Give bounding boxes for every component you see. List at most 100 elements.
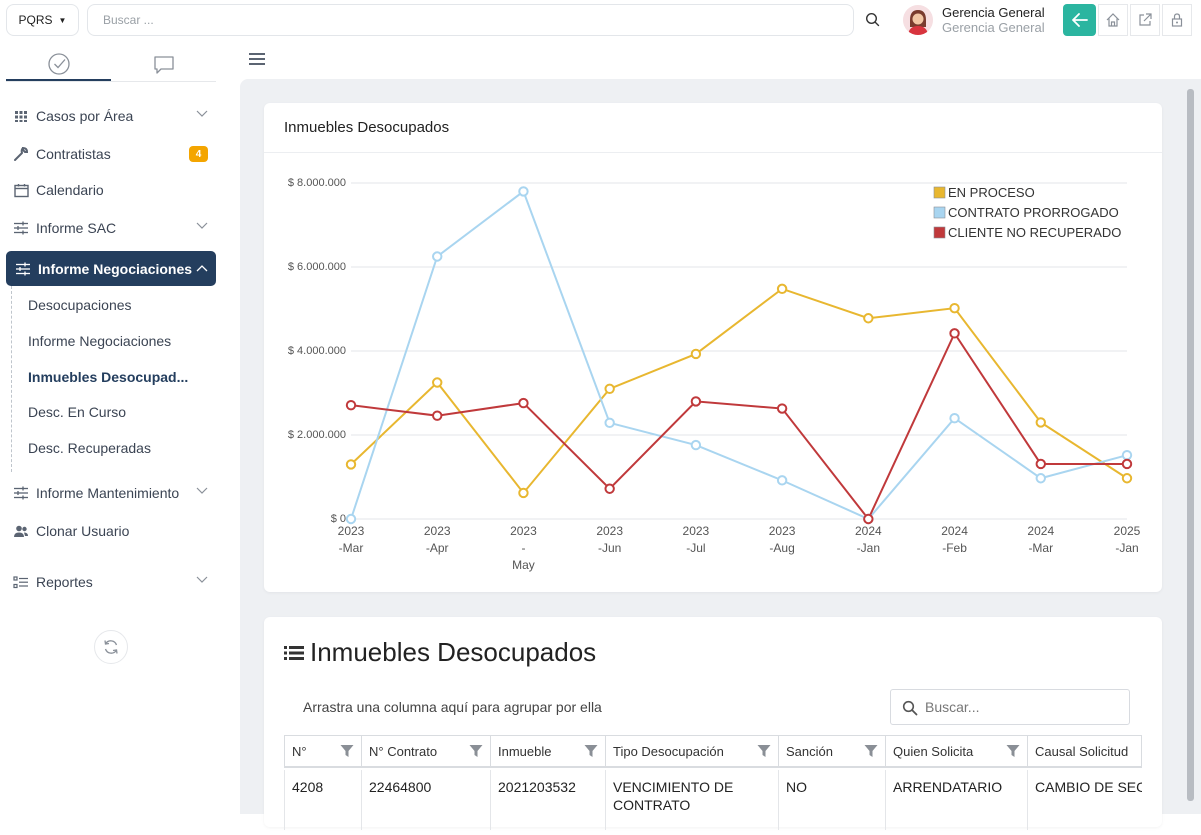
column-header-sancion[interactable]: Sanción: [778, 736, 885, 767]
filter-icon[interactable]: [584, 744, 598, 758]
series-line: [350, 331, 1127, 521]
legend-label: CLIENTE NO RECUPERADO: [948, 225, 1121, 240]
avatar[interactable]: [903, 5, 933, 35]
sidebar-item-clonar-usuario[interactable]: Clonar Usuario: [12, 516, 216, 546]
data-point: [776, 283, 788, 295]
sidebar-item-label: Reportes: [36, 574, 93, 590]
check-circle-icon: [47, 52, 70, 75]
sidebar-item-contratistas[interactable]: Contratistas 4: [12, 139, 216, 169]
sidebar-item-label: Calendario: [36, 182, 104, 198]
sidebar-item-informe-sac[interactable]: Informe SAC: [12, 213, 216, 243]
x-tick-label: 2024: [1027, 524, 1054, 538]
line-chart: $ 0 $ 2.000.000 $ 4.000.000 $ 6.000.000 $ 8.…: [288, 177, 1141, 572]
x-tick-label: 2024: [941, 524, 968, 538]
chevron-down-icon: [196, 222, 208, 229]
sidebar-item-label: Clonar Usuario: [36, 523, 130, 539]
chart-card-title: Inmuebles Desocupados: [284, 119, 450, 136]
data-point: [776, 403, 788, 414]
user-role: Gerencia General: [942, 20, 1045, 35]
sidebar-item-informe-mantenimiento[interactable]: Informe Mantenimiento: [12, 478, 216, 508]
table-cell: CAMBIO DE SECTOR: [1027, 770, 1142, 830]
sidebar-item-calendario[interactable]: Calendario: [12, 175, 216, 205]
x-tick-label: -Apr: [426, 541, 449, 555]
sidebar-tabs: [6, 48, 216, 82]
data-point: [604, 417, 615, 429]
sidebar-item-reportes[interactable]: Reportes: [12, 567, 216, 597]
legend-swatch: [933, 226, 946, 239]
column-header-tipo-desocupacion[interactable]: Tipo Desocupación: [605, 736, 778, 767]
data-point: [949, 413, 960, 424]
user-avatar-icon: [903, 5, 933, 35]
filter-icon[interactable]: [340, 744, 354, 758]
top-bar: PQRS ▼ Gerencia General Gerencia General: [0, 0, 1201, 40]
user-name: Gerencia General: [942, 5, 1045, 20]
x-tick-label: -Feb: [942, 541, 967, 555]
column-header-label: N°: [292, 744, 307, 759]
data-point: [1121, 449, 1133, 461]
y-tick-label: $ 6.000.000: [288, 261, 346, 273]
column-header-causal-solicitud[interactable]: Causal Solicitud: [1027, 736, 1142, 767]
grid-header-row: N° N° Contrato Inmueble Tipo Desocupació…: [284, 735, 1142, 768]
x-tick-label: -: [521, 541, 525, 555]
data-point: [690, 348, 702, 360]
filter-icon[interactable]: [469, 744, 483, 758]
page-scrollbar[interactable]: [1187, 89, 1194, 801]
external-link-icon: [1139, 13, 1152, 26]
table-row[interactable]: 4208 22464800 2021203532 VENCIMIENTO DE …: [284, 770, 1142, 830]
filter-icon[interactable]: [864, 744, 878, 758]
sidebar: Casos por Área Contratistas 4 Calendario…: [0, 40, 222, 814]
sidebar-item-label: Informe Mantenimiento: [36, 485, 180, 501]
sliders-icon: [12, 220, 30, 236]
data-point: [863, 513, 874, 525]
legend-label: CONTRATO PRORROGADO: [948, 205, 1119, 220]
x-tick-label: -Jan: [857, 541, 880, 555]
back-button[interactable]: [1063, 4, 1096, 36]
arrow-left-icon: [1071, 13, 1088, 27]
data-point: [345, 459, 357, 470]
column-header-label: Quien Solicita: [893, 744, 974, 759]
series-line: [350, 287, 1128, 495]
data-point: [432, 377, 443, 388]
sidebar-item-label: Informe Negociaciones: [38, 260, 193, 277]
data-point: [345, 399, 357, 411]
series-line: [350, 189, 1128, 521]
table-cell: 22464800: [361, 770, 490, 830]
submenu-item-desc-recuperadas[interactable]: Desc. Recuperadas: [28, 440, 151, 456]
search-icon: [902, 700, 918, 716]
x-tick-label: -Jun: [598, 541, 621, 555]
sidebar-item-casos-por-area[interactable]: Casos por Área: [12, 101, 216, 131]
search-icon[interactable]: [864, 11, 882, 29]
y-tick-label: $ 0: [331, 513, 346, 525]
refresh-button[interactable]: [94, 630, 128, 664]
submenu-item-desc-en-curso[interactable]: Desc. En Curso: [28, 404, 127, 420]
x-tick-label: 2023: [424, 524, 451, 538]
module-dropdown-button[interactable]: PQRS ▼: [6, 4, 79, 36]
chevron-down-icon: [196, 110, 208, 117]
sidebar-item-informe-negociaciones[interactable]: Informe Negociaciones: [6, 251, 216, 286]
global-search-input[interactable]: [88, 5, 853, 35]
data-point: [518, 397, 529, 409]
lock-button[interactable]: [1162, 4, 1192, 36]
submenu-item-informe-negociaciones[interactable]: Informe Negociaciones: [28, 333, 172, 349]
x-tick-label: -Mar: [339, 541, 364, 555]
external-link-button[interactable]: [1130, 4, 1160, 36]
y-tick-label: $ 4.000.000: [288, 345, 346, 357]
column-header-inmueble[interactable]: Inmueble: [490, 736, 605, 767]
column-header-numero[interactable]: N°: [284, 736, 361, 767]
legend-swatch: [933, 206, 946, 219]
tab-messages[interactable]: [111, 48, 216, 81]
menu-toggle-icon[interactable]: [248, 52, 266, 66]
filter-icon[interactable]: [757, 744, 771, 758]
tab-tasks[interactable]: [6, 48, 111, 81]
filter-icon[interactable]: [1006, 744, 1020, 758]
group-panel-hint[interactable]: Arrastra una columna aquí para agrupar p…: [303, 699, 602, 715]
submenu-item-inmuebles-desocupados[interactable]: Inmuebles Desocupad...: [28, 369, 189, 385]
column-header-label: Tipo Desocupación: [613, 744, 724, 759]
column-header-contrato[interactable]: N° Contrato: [361, 736, 490, 767]
home-button[interactable]: [1098, 4, 1128, 36]
submenu-item-desocupaciones[interactable]: Desocupaciones: [28, 297, 132, 313]
sliders-icon: [12, 485, 30, 501]
grid-search-input[interactable]: [891, 690, 1129, 724]
column-header-quien-solicita[interactable]: Quien Solicita: [885, 736, 1027, 767]
grid-icon: [12, 108, 30, 124]
